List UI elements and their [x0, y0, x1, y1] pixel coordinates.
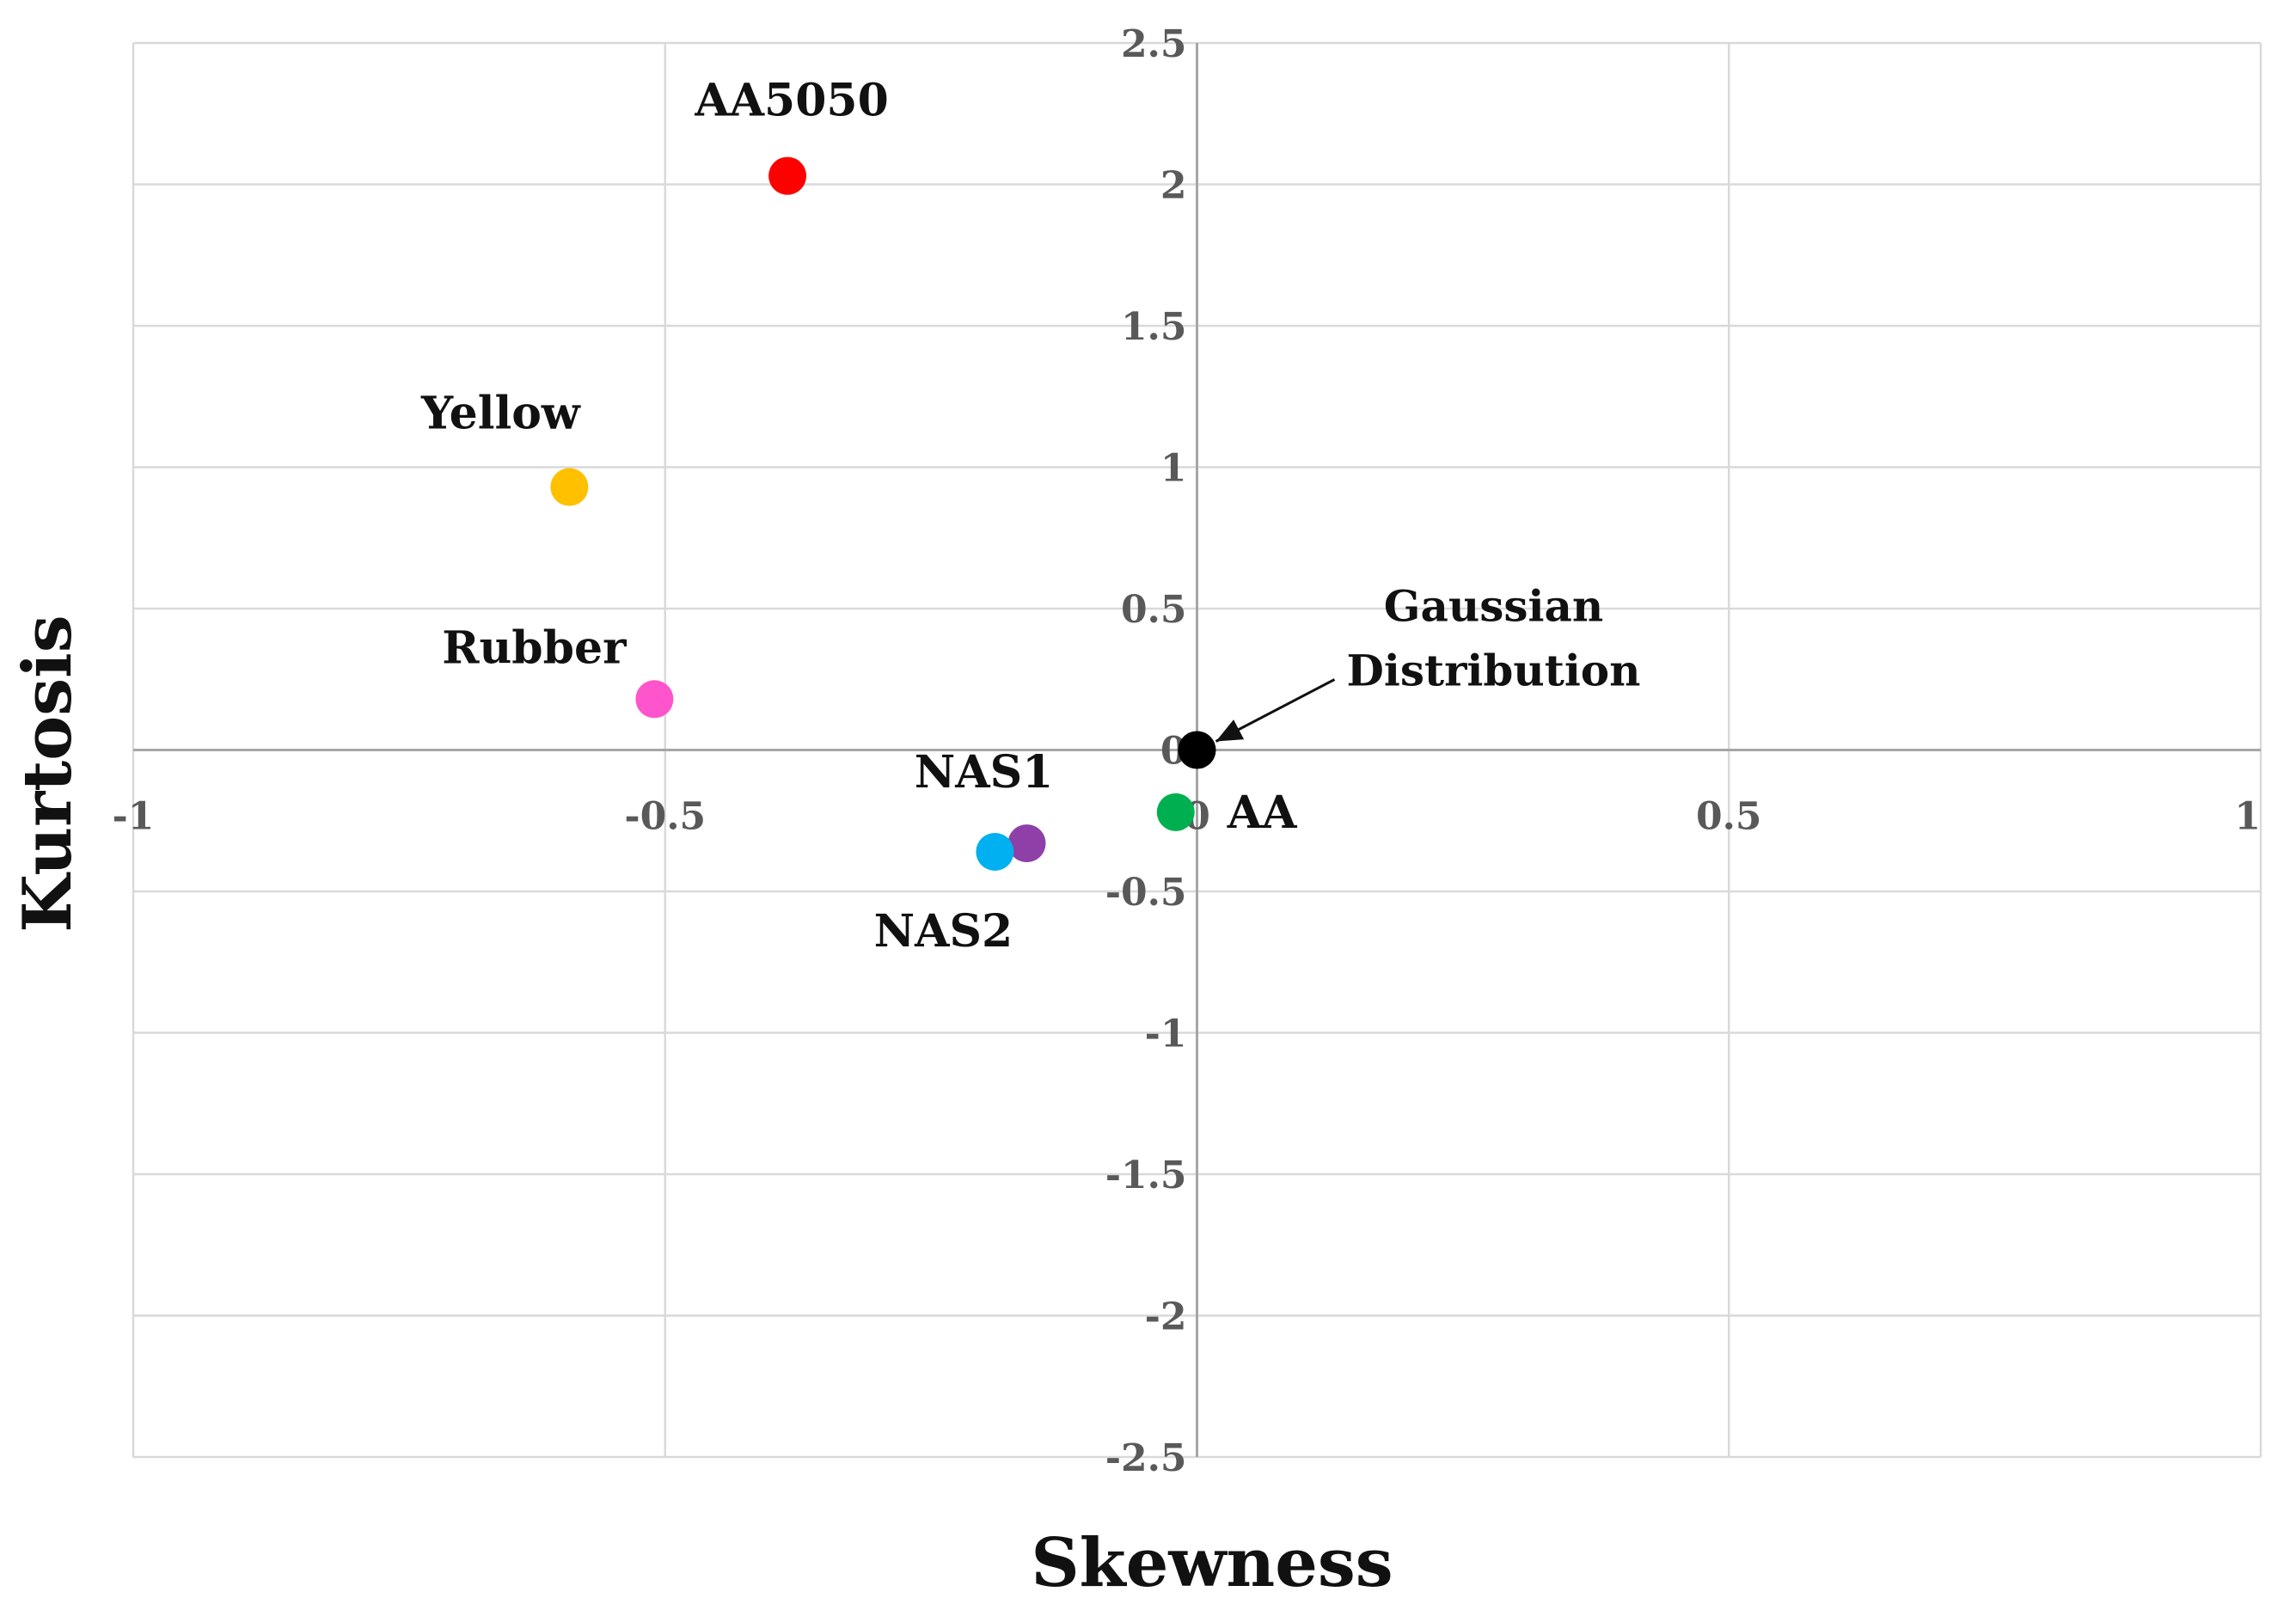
x-tick-label: -0.5	[624, 795, 706, 839]
y-tick-label: 1.5	[1121, 305, 1187, 349]
point-label-rubber: Rubber	[442, 621, 627, 674]
x-tick-label: -1	[113, 795, 155, 839]
y-tick-label: -1	[1145, 1013, 1187, 1056]
point-labels: AA5050 Yellow Rubber NAS1 NAS2 AA	[420, 75, 1297, 958]
x-tick-label: 0.5	[1696, 795, 1762, 839]
data-point-aa	[1156, 793, 1195, 831]
data-point-yellow	[550, 468, 589, 506]
data-points	[550, 156, 1216, 871]
y-tick-label: -2	[1145, 1295, 1187, 1339]
tick-labels: -1 -0.5 0 0.5 1-2.5-2-1.5-1-0.500.511.522.5	[113, 22, 2261, 1480]
y-axis-title: Kurtosis	[9, 615, 87, 932]
y-tick-label: 1	[1160, 447, 1187, 491]
data-point-nas2	[976, 832, 1014, 871]
point-label-nas1: NAS1	[915, 746, 1054, 799]
point-label-aa: AA	[1227, 787, 1297, 839]
annotation-text-line: Gaussian	[1384, 581, 1604, 632]
annotation-arrowhead	[1215, 719, 1245, 742]
annotation-text-line: Distribution	[1346, 646, 1640, 696]
point-label-nas2: NAS2	[874, 905, 1013, 958]
x-tick-label: 1	[2234, 795, 2261, 839]
y-tick-label: 2.5	[1121, 22, 1187, 66]
point-label-yellow: Yellow	[420, 388, 581, 440]
data-point-gaussian-distribution	[1178, 731, 1216, 769]
y-tick-label: 0.5	[1121, 588, 1187, 632]
y-tick-label: -1.5	[1105, 1154, 1187, 1197]
point-label-aa5050: AA5050	[694, 75, 888, 127]
x-axis-title: Skewness	[1031, 1524, 1393, 1602]
data-point-rubber	[635, 680, 674, 719]
y-tick-label: -0.5	[1105, 871, 1187, 915]
data-point-aa5050	[768, 156, 807, 195]
y-tick-label: -2.5	[1105, 1436, 1187, 1480]
annotations: Gaussian Distribution	[1215, 581, 1641, 743]
data-point-nas1	[1007, 824, 1046, 863]
y-tick-label: 2	[1160, 164, 1187, 208]
